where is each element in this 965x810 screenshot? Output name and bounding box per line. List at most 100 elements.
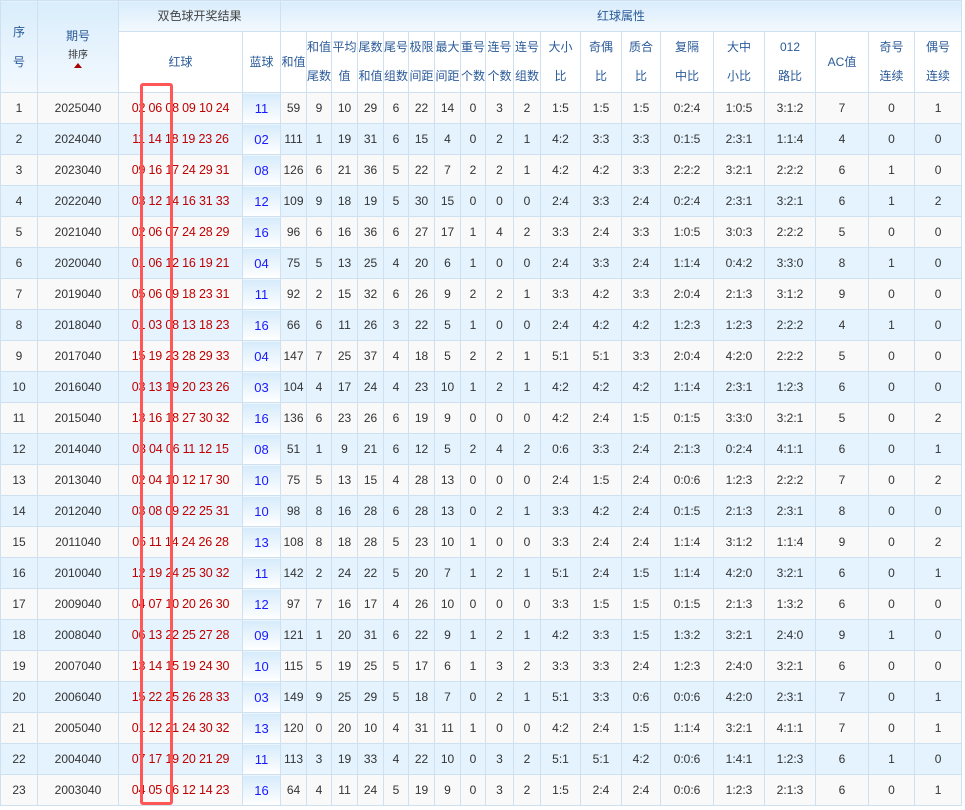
attr-cell: 0: [914, 371, 963, 403]
red-ball: 10: [165, 597, 179, 611]
header-label: 比: [635, 69, 648, 83]
attr-cell: 1: [513, 495, 542, 527]
table-row: 8 2018040 01 03 08 13 18 23 16 66 6 11 26 3 22 5 1 0…: [0, 309, 963, 341]
attr-cell: 36: [357, 154, 385, 186]
attr-cell: 5:1: [540, 557, 582, 589]
attr-cell: 15: [357, 464, 385, 496]
header-col-1: 平均值: [331, 31, 359, 93]
attr-cell: 25: [331, 681, 359, 713]
red-ball: 18: [165, 411, 179, 425]
attr-cell: 4: [306, 371, 333, 403]
attr-cell: 4:2: [580, 371, 623, 403]
header-issue[interactable]: 期号 排序: [37, 0, 119, 93]
blue-ball: 16: [241, 402, 282, 434]
attr-cell: 26: [408, 588, 436, 620]
attr-cell: 1:5: [621, 712, 662, 744]
attr-cell: 4:2:0: [713, 681, 766, 713]
attr-cell: 4:1:1: [764, 712, 817, 744]
attr-cell: 10: [434, 371, 462, 403]
attr-cell: 6: [815, 774, 870, 806]
attr-cell: 2:2:2: [764, 464, 817, 496]
attr-cell: 1: [868, 619, 916, 651]
attr-cell: 2: [485, 154, 515, 186]
header-label: 间距: [409, 69, 434, 83]
red-ball: 27: [198, 628, 213, 642]
row-seq: 19: [0, 650, 38, 682]
attr-cell: 29: [357, 681, 385, 713]
attr-cell: 5:1: [580, 340, 623, 372]
red-balls: 01 03 08 13 18 23: [118, 309, 243, 341]
red-ball: 13: [131, 659, 146, 673]
header-col-5: 最大 间距: [434, 31, 462, 93]
attr-cell: 2:4: [540, 309, 582, 341]
attr-cell: 4: [383, 340, 410, 372]
red-ball: 10: [198, 101, 213, 115]
row-seq: 12: [0, 433, 38, 465]
red-balls: 01 12 21 24 30 32: [118, 712, 243, 744]
red-balls: 13 14 15 19 24 30: [118, 650, 243, 682]
red-ball: 32: [215, 566, 230, 580]
attr-cell: 31: [408, 712, 436, 744]
table-row: 10 2016040 03 13 19 20 23 26 03 104 4 17 24 4 23 1…: [0, 371, 963, 403]
attr-cell: 18: [408, 340, 436, 372]
attr-cell: 9: [306, 185, 333, 217]
attr-cell: 92: [280, 278, 308, 310]
table-row: 1 2025040 02 06 08 09 10 24 11 59 9 10 29 6 22 14 0…: [0, 92, 963, 124]
attr-cell: 29: [357, 92, 385, 124]
attr-cell: 2:4: [621, 185, 662, 217]
attr-cell: 2:4: [580, 216, 623, 248]
attr-cell: 109: [280, 185, 308, 217]
attr-cell: 64: [280, 774, 308, 806]
sort-up-arrow-icon[interactable]: [74, 62, 82, 68]
red-ball: 30: [198, 566, 213, 580]
red-ball: 03: [131, 380, 146, 394]
header-label: 值: [338, 69, 351, 83]
attr-cell: 2:2:2: [764, 309, 817, 341]
attr-cell: 2: [460, 278, 487, 310]
red-ball: 14: [198, 783, 213, 797]
red-ball: 24: [165, 566, 179, 580]
row-seq: 14: [0, 495, 38, 527]
attr-cell: 0: [460, 123, 487, 155]
attr-cell: 3:3: [621, 216, 662, 248]
row-issue: 2020040: [37, 247, 119, 279]
attr-cell: 0: [868, 216, 916, 248]
attr-cell: 18: [331, 185, 359, 217]
table-row: 3 2023040 09 16 17 24 29 31 08 126 6 21 36 5 22 7 2…: [0, 154, 963, 186]
attr-cell: 0: [460, 588, 487, 620]
attr-cell: 0: [513, 247, 542, 279]
attr-cell: 27: [408, 216, 436, 248]
attr-cell: 1: [306, 433, 333, 465]
attr-cell: 2:3:1: [713, 371, 766, 403]
attr-cell: 3:0:3: [713, 216, 766, 248]
sort-button[interactable]: 排序: [68, 49, 88, 61]
blue-ball: 10: [241, 650, 282, 682]
red-ball: 28: [182, 349, 196, 363]
red-ball: 18: [164, 132, 179, 146]
attr-cell: 0: [868, 464, 916, 496]
red-ball: 19: [148, 349, 163, 363]
row-issue: 2025040: [37, 92, 119, 124]
red-ball: 12: [182, 783, 196, 797]
blue-ball: 04: [241, 247, 282, 279]
red-ball: 17: [198, 473, 213, 487]
attr-cell: 4:2: [540, 402, 582, 434]
blue-ball: 16: [241, 774, 282, 806]
row-issue: 2015040: [37, 402, 119, 434]
attr-cell: 4: [383, 464, 410, 496]
row-issue: 2009040: [37, 588, 119, 620]
red-ball: 18: [182, 287, 196, 301]
attr-cell: 0: [485, 402, 515, 434]
attr-cell: 6: [306, 309, 333, 341]
header-label: 尾数: [307, 69, 332, 83]
red-ball: 26: [198, 535, 212, 549]
attr-cell: 4: [815, 309, 870, 341]
blue-ball: 13: [241, 526, 282, 558]
attr-cell: 5: [434, 309, 462, 341]
attr-cell: 66: [280, 309, 308, 341]
red-ball: 06: [165, 783, 179, 797]
attr-cell: 1: [513, 557, 542, 589]
red-ball: 03: [131, 504, 146, 518]
attr-cell: 23: [408, 371, 436, 403]
red-ball: 30: [215, 659, 230, 673]
